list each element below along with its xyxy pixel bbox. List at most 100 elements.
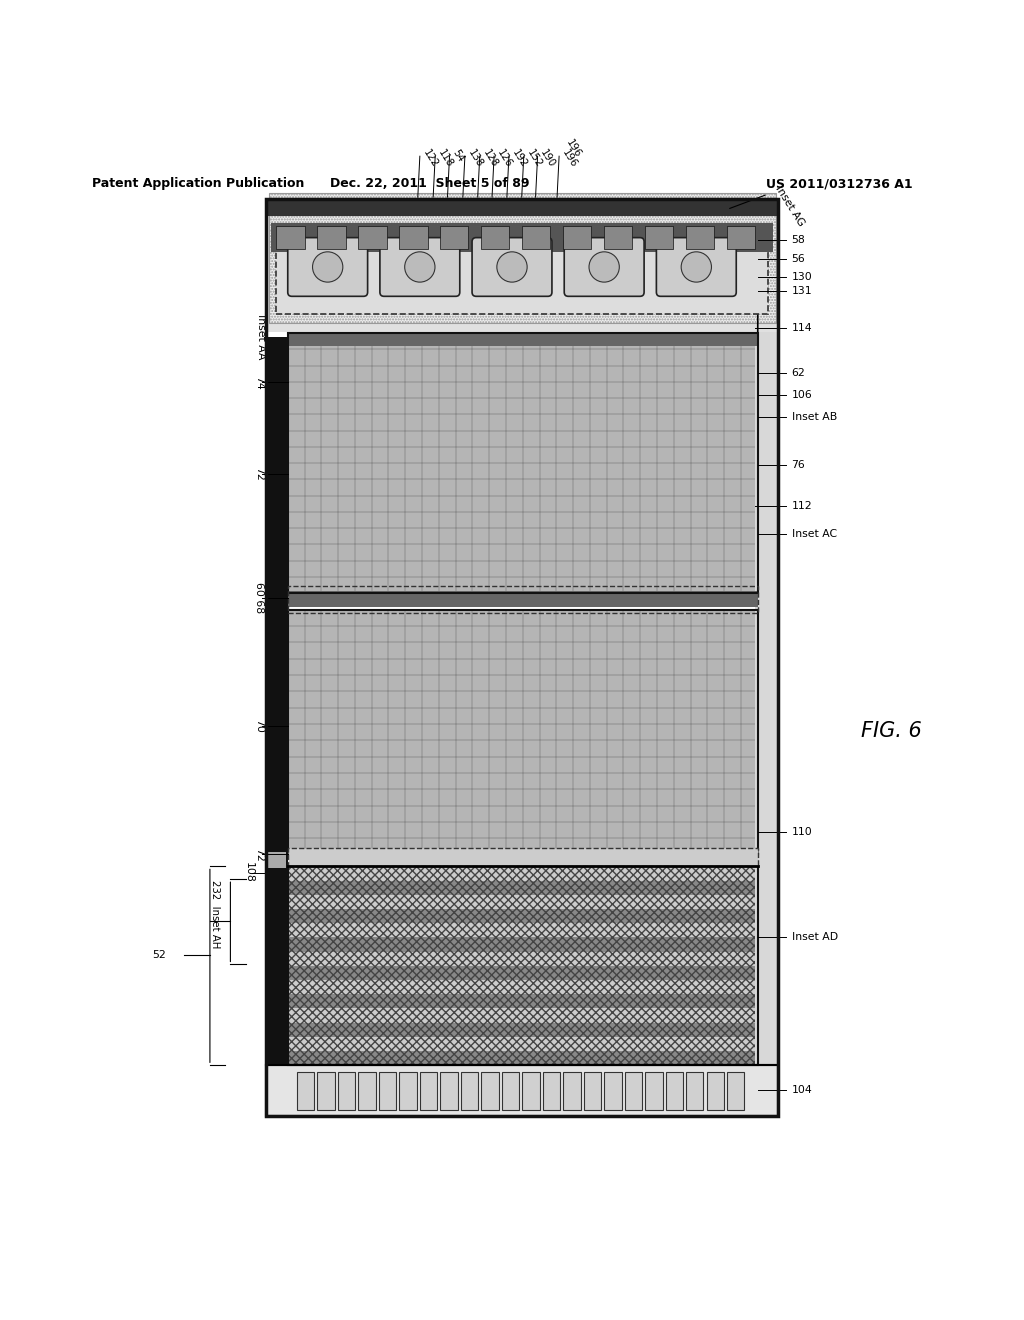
Bar bbox=[522, 226, 551, 249]
Text: 104: 104 bbox=[792, 1085, 812, 1096]
Text: 108: 108 bbox=[244, 862, 254, 883]
FancyBboxPatch shape bbox=[472, 238, 552, 296]
Bar bbox=[645, 226, 674, 249]
Bar bbox=[288, 866, 758, 1065]
Bar bbox=[266, 337, 288, 1065]
Text: 62: 62 bbox=[792, 368, 805, 379]
Text: 72: 72 bbox=[254, 467, 264, 480]
Text: Inset AA: Inset AA bbox=[256, 314, 266, 359]
Text: 190: 190 bbox=[539, 148, 557, 169]
Text: 58: 58 bbox=[792, 235, 805, 246]
Bar bbox=[288, 895, 758, 909]
Text: 196: 196 bbox=[560, 148, 579, 169]
Bar bbox=[288, 610, 758, 854]
Bar bbox=[288, 1038, 758, 1051]
FancyBboxPatch shape bbox=[288, 238, 368, 296]
Text: 52: 52 bbox=[152, 950, 166, 960]
Bar bbox=[399, 226, 428, 249]
Bar bbox=[276, 226, 305, 249]
Bar bbox=[317, 226, 346, 249]
Circle shape bbox=[404, 252, 435, 282]
Text: 232  Inset AH: 232 Inset AH bbox=[210, 880, 220, 948]
Text: 128: 128 bbox=[481, 148, 500, 169]
Bar bbox=[440, 1072, 458, 1110]
FancyBboxPatch shape bbox=[564, 238, 644, 296]
Bar bbox=[502, 1072, 519, 1110]
Bar bbox=[522, 1072, 540, 1110]
Text: Inset AG: Inset AG bbox=[773, 183, 806, 228]
Bar bbox=[379, 1072, 396, 1110]
Text: 74: 74 bbox=[254, 376, 264, 389]
Bar bbox=[399, 1072, 417, 1110]
Bar bbox=[440, 226, 469, 249]
Bar bbox=[266, 1065, 778, 1115]
Text: 76: 76 bbox=[792, 459, 805, 470]
Bar bbox=[288, 1051, 758, 1065]
Bar bbox=[271, 223, 773, 252]
Text: 110: 110 bbox=[792, 826, 812, 837]
Bar bbox=[276, 240, 768, 314]
Bar bbox=[543, 1072, 560, 1110]
Bar bbox=[358, 226, 387, 249]
Bar bbox=[288, 847, 758, 866]
Text: 152: 152 bbox=[525, 148, 544, 169]
Bar bbox=[420, 1072, 437, 1110]
Text: 70: 70 bbox=[254, 719, 264, 733]
Bar bbox=[686, 1072, 703, 1110]
Text: Inset AB: Inset AB bbox=[792, 412, 837, 422]
Bar bbox=[686, 226, 715, 249]
Text: 126: 126 bbox=[496, 148, 514, 169]
Bar bbox=[461, 1072, 478, 1110]
Bar bbox=[288, 586, 758, 614]
Text: 131: 131 bbox=[792, 286, 812, 296]
Text: 118: 118 bbox=[436, 148, 455, 169]
Text: 56: 56 bbox=[792, 253, 805, 264]
Bar bbox=[266, 1065, 778, 1115]
Bar bbox=[266, 199, 778, 1115]
Text: 106: 106 bbox=[792, 391, 812, 400]
Text: 196: 196 bbox=[564, 137, 583, 160]
FancyBboxPatch shape bbox=[656, 238, 736, 296]
Text: 192: 192 bbox=[510, 148, 528, 169]
Bar bbox=[288, 994, 758, 1008]
Circle shape bbox=[312, 252, 343, 282]
Bar bbox=[268, 851, 286, 869]
Circle shape bbox=[589, 252, 620, 282]
Bar bbox=[288, 610, 758, 854]
Text: Inset AD: Inset AD bbox=[792, 932, 838, 942]
Bar bbox=[727, 1072, 744, 1110]
Circle shape bbox=[681, 252, 712, 282]
Bar bbox=[727, 226, 755, 249]
Text: 130: 130 bbox=[792, 272, 812, 282]
Bar bbox=[288, 909, 758, 923]
Bar bbox=[288, 333, 758, 593]
FancyBboxPatch shape bbox=[380, 238, 460, 296]
Bar bbox=[266, 866, 288, 1065]
Bar bbox=[288, 880, 758, 895]
Text: Patent Application Publication: Patent Application Publication bbox=[92, 177, 304, 190]
Bar bbox=[338, 1072, 355, 1110]
Bar bbox=[358, 1072, 376, 1110]
Bar bbox=[288, 590, 758, 607]
Bar bbox=[288, 979, 758, 994]
Bar bbox=[666, 1072, 683, 1110]
Bar bbox=[288, 952, 758, 966]
Text: 122: 122 bbox=[421, 148, 439, 169]
Bar bbox=[584, 1072, 601, 1110]
Text: 138: 138 bbox=[466, 148, 484, 169]
Bar bbox=[625, 1072, 642, 1110]
Bar bbox=[707, 1072, 724, 1110]
Bar bbox=[266, 199, 778, 215]
Bar bbox=[288, 937, 758, 952]
Bar bbox=[604, 226, 633, 249]
Bar bbox=[604, 1072, 622, 1110]
Text: 54: 54 bbox=[451, 148, 466, 164]
Bar bbox=[288, 866, 758, 1065]
Bar bbox=[563, 226, 592, 249]
Bar bbox=[288, 1008, 758, 1023]
Circle shape bbox=[497, 252, 527, 282]
Text: Inset AC: Inset AC bbox=[792, 529, 837, 539]
Text: Dec. 22, 2011  Sheet 5 of 89: Dec. 22, 2011 Sheet 5 of 89 bbox=[331, 177, 529, 190]
Bar bbox=[266, 199, 778, 333]
Bar bbox=[268, 193, 776, 323]
